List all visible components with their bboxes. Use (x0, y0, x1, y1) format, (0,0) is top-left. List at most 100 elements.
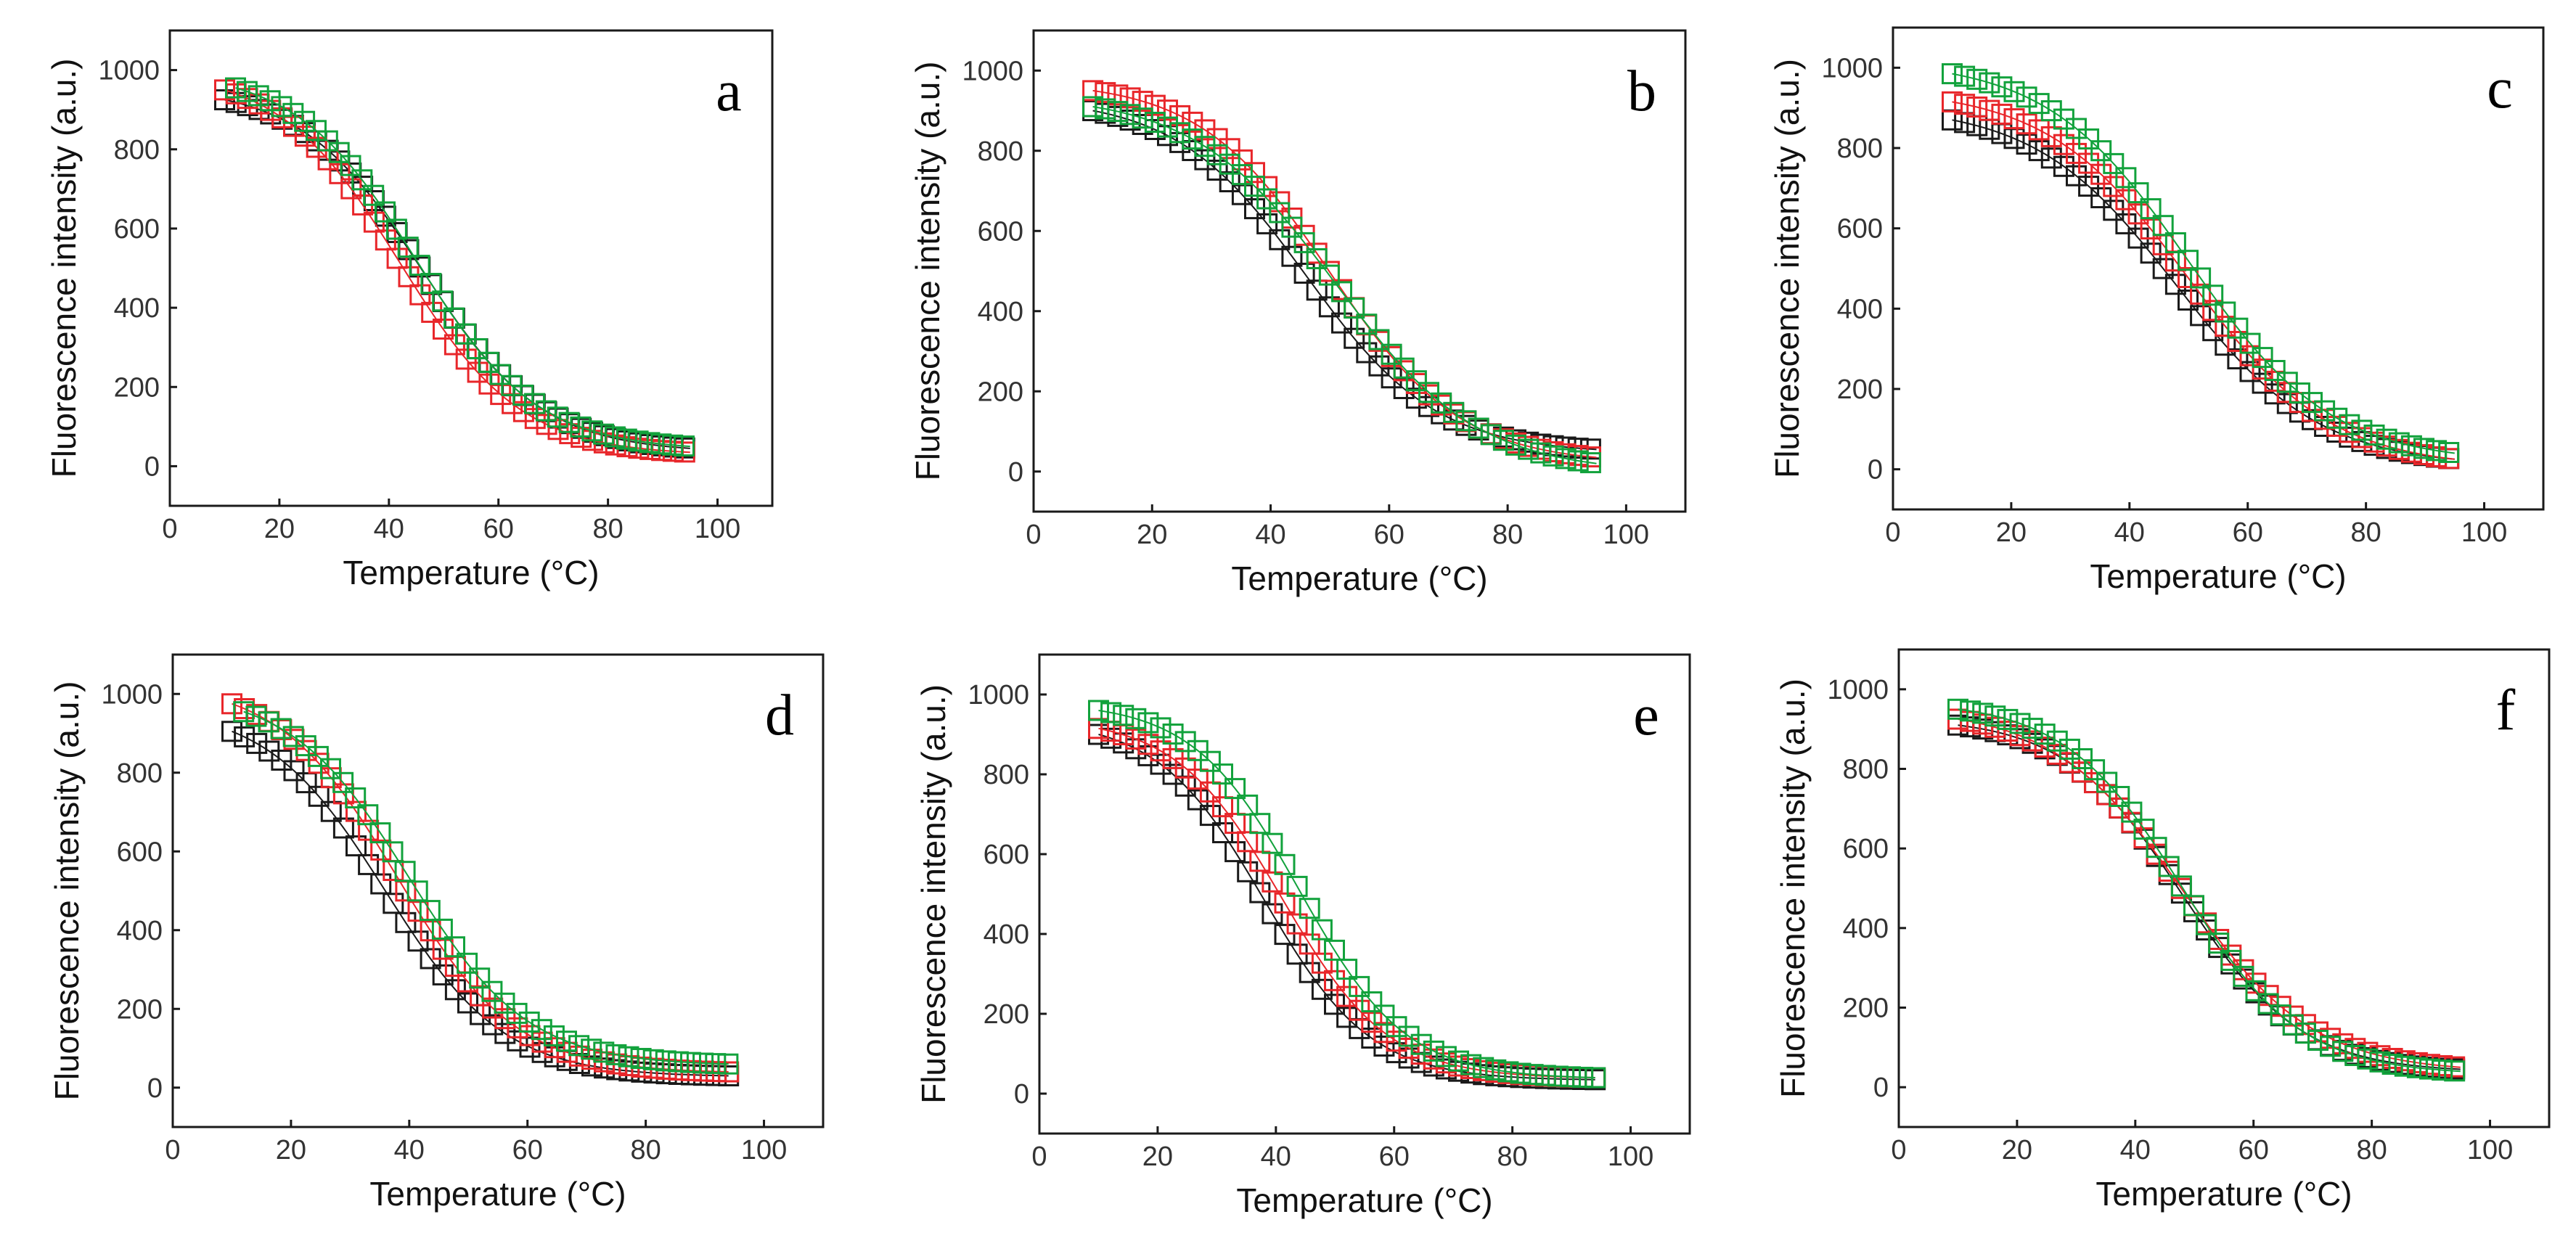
data-point (2276, 372, 2298, 393)
series-line (1958, 718, 2461, 1068)
data-point (1418, 396, 1439, 417)
data-point (570, 416, 592, 438)
y-tick-label: 600 (978, 216, 1023, 247)
data-point (2016, 134, 2037, 155)
data-point (1281, 216, 1303, 238)
data-point (1398, 1038, 1420, 1059)
x-tick-label: 80 (1497, 1142, 1527, 1172)
data-point (581, 420, 603, 442)
data-point (1510, 1062, 1532, 1084)
data-point (295, 772, 317, 794)
data-point (1237, 794, 1259, 816)
x-tick-label: 100 (741, 1135, 787, 1165)
data-point (1249, 851, 1271, 872)
data-point (2178, 250, 2199, 271)
data-point (531, 1031, 553, 1053)
data-point (1274, 892, 1296, 914)
data-point (2028, 119, 2050, 141)
data-point (1169, 122, 1191, 144)
data-point (270, 718, 292, 739)
data-point (2084, 759, 2106, 781)
x-tick-label: 80 (2356, 1135, 2387, 1165)
data-point (655, 1050, 676, 1072)
data-point (2202, 320, 2224, 342)
data-point (245, 705, 267, 727)
data-point (1560, 1066, 1581, 1088)
y-axis-label: Fluorescence intensity (a.u.) (915, 684, 952, 1104)
data-point (717, 1053, 739, 1075)
series-black (214, 89, 695, 459)
series-green (1088, 700, 1606, 1089)
data-point (1299, 933, 1320, 955)
data-point (308, 785, 330, 807)
data-point (1199, 750, 1221, 772)
data-point (1256, 176, 1278, 197)
data-point (2215, 316, 2236, 337)
data-point (271, 96, 293, 118)
data-point (332, 817, 354, 839)
y-tick-label: 1000 (101, 679, 163, 710)
y-tick-label: 0 (147, 1073, 163, 1104)
data-point (481, 980, 503, 1002)
data-point (2028, 93, 2050, 115)
data-point (2196, 914, 2217, 935)
x-tick-label: 60 (2233, 517, 2263, 548)
chart-panel-a: 0 200 400 600 800 1000 0 20 40 60 80 100 Temperature… (45, 29, 774, 591)
data-point (2220, 949, 2242, 971)
data-point (455, 323, 476, 345)
data-point (2419, 1058, 2440, 1080)
series-black (1088, 724, 1606, 1091)
data-point (1206, 160, 1228, 181)
data-point (1405, 370, 1427, 392)
x-tick-label: 80 (630, 1135, 661, 1165)
data-point (581, 1038, 602, 1060)
data-point (2432, 1060, 2453, 1081)
data-point (556, 1030, 577, 1052)
x-tick-label: 40 (394, 1135, 425, 1165)
data-point (543, 1025, 565, 1046)
data-point (2003, 81, 2025, 102)
data-point (2115, 167, 2137, 189)
data-point (1972, 713, 1994, 735)
y-tick-label: 1000 (968, 680, 1029, 710)
y-axis-label: Fluorescence intensity (a.u.) (45, 59, 83, 478)
y-tick-label: 400 (984, 919, 1029, 950)
data-point (2233, 965, 2254, 987)
data-point (1150, 717, 1172, 739)
data-point (1231, 164, 1253, 186)
data-point (1991, 76, 2013, 98)
data-point (531, 1019, 552, 1041)
data-point (1286, 875, 1308, 897)
data-point (2438, 442, 2460, 463)
plot-frame (171, 653, 825, 1128)
series-line (224, 89, 690, 454)
y-tick-label: 800 (117, 758, 163, 789)
y-tick-label: 0 (1008, 457, 1023, 488)
data-point (1187, 789, 1209, 811)
series-line (1958, 724, 2461, 1070)
data-point (1530, 442, 1552, 464)
data-point (2009, 713, 2031, 734)
data-point (398, 266, 420, 287)
data-point (2072, 761, 2093, 783)
data-point (1960, 700, 1982, 722)
data-point (1991, 103, 2013, 125)
data-point (397, 237, 419, 258)
series-green (1947, 698, 2466, 1082)
data-point (1386, 1030, 1407, 1052)
data-point (1368, 329, 1390, 351)
data-point (406, 880, 428, 902)
y-axis-label: Fluorescence intensity (a.u.) (1768, 59, 1806, 478)
data-point (283, 760, 305, 782)
data-point (1485, 1059, 1507, 1081)
y-tick-label: 0 (1868, 455, 1883, 485)
data-point (2227, 348, 2249, 369)
data-point (489, 364, 511, 385)
y-tick-label: 200 (114, 372, 160, 403)
data-point (2096, 771, 2118, 793)
x-axis-label: Temperature (°C) (2090, 557, 2346, 595)
x-tick-label: 20 (264, 514, 295, 544)
data-point (409, 284, 431, 306)
data-point (1162, 763, 1184, 785)
data-point (345, 835, 367, 857)
